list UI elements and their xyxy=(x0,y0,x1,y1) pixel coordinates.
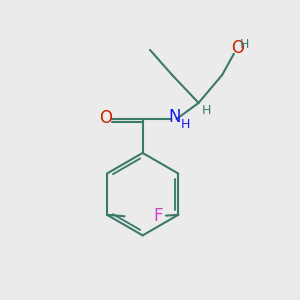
Text: N: N xyxy=(168,108,180,126)
Text: O: O xyxy=(99,109,112,127)
Text: O: O xyxy=(231,39,244,57)
Text: H: H xyxy=(202,104,212,117)
Text: H: H xyxy=(181,118,190,131)
Text: F: F xyxy=(154,207,163,225)
Text: H: H xyxy=(239,38,249,50)
